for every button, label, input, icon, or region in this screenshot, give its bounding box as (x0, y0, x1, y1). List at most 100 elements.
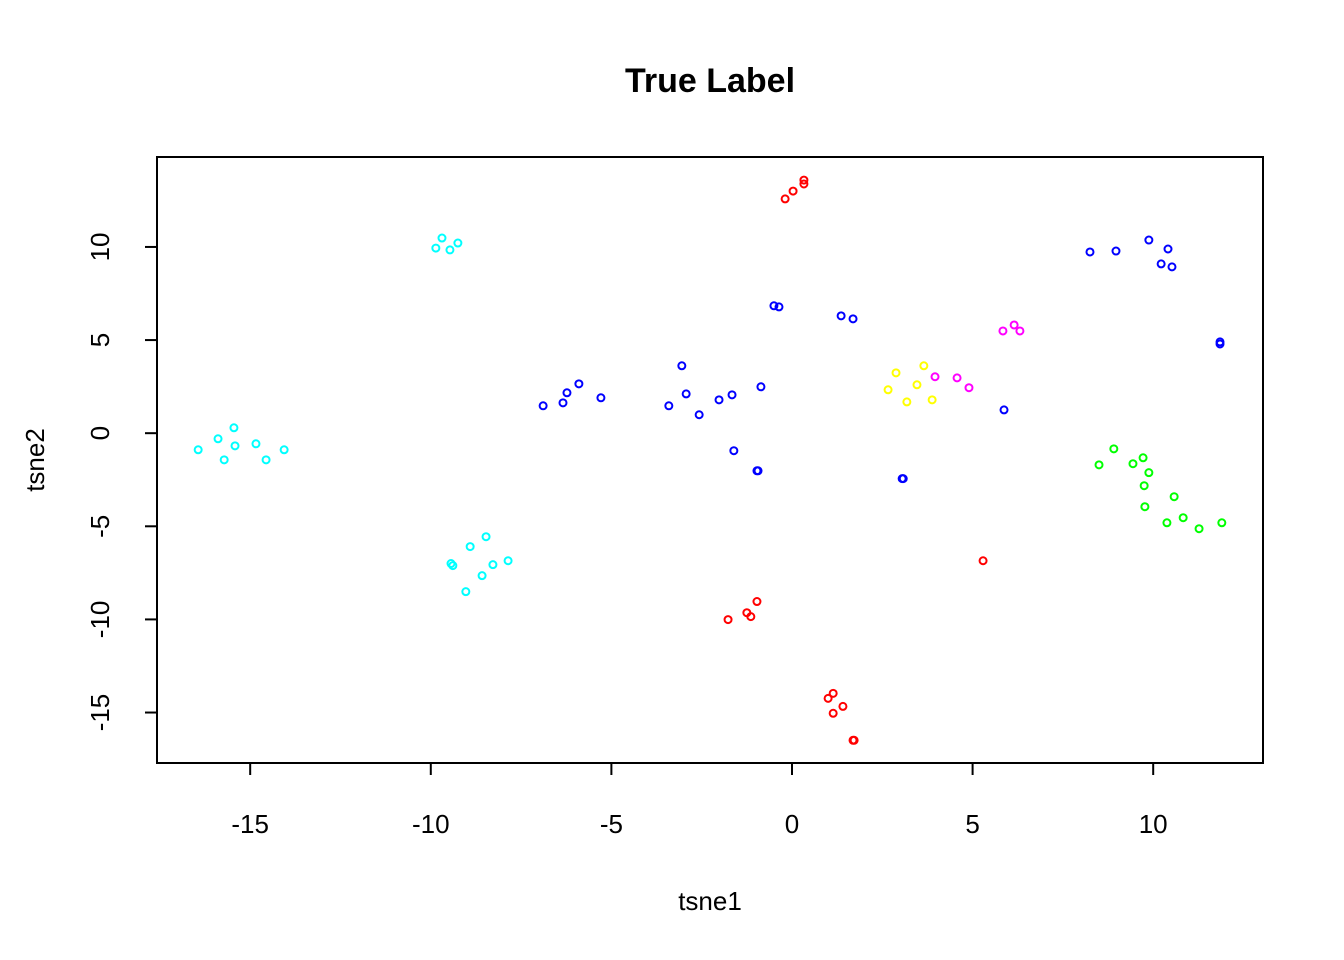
chart-title: True Label (625, 62, 795, 100)
point (694, 410, 704, 420)
point (538, 401, 548, 411)
point (883, 385, 893, 395)
point (1138, 453, 1148, 463)
point (1156, 259, 1166, 269)
point (574, 379, 584, 389)
x-tick-label: 5 (965, 809, 979, 839)
point (723, 615, 733, 625)
point (780, 194, 790, 204)
point (902, 397, 912, 407)
point (848, 314, 858, 324)
point (1085, 247, 1095, 257)
point (849, 735, 859, 745)
point (999, 405, 1009, 415)
point (230, 441, 240, 451)
point (1009, 320, 1019, 330)
point (756, 382, 766, 392)
point (799, 179, 809, 189)
point (251, 439, 261, 449)
point (213, 434, 223, 444)
point (752, 597, 762, 607)
x-tick-label: -5 (600, 809, 623, 839)
point (681, 389, 691, 399)
point (729, 446, 739, 456)
point (753, 466, 763, 476)
point (930, 372, 940, 382)
point (503, 556, 513, 566)
point (437, 233, 447, 243)
plot-frame (156, 156, 1264, 764)
point (799, 175, 809, 185)
x-tick-label: -10 (412, 809, 450, 839)
x-axis-label: tsne1 (678, 886, 742, 916)
point (1163, 244, 1173, 254)
point (1111, 246, 1121, 256)
point (891, 368, 901, 378)
point (193, 445, 203, 455)
point (1015, 326, 1025, 336)
point (978, 556, 988, 566)
point (1215, 339, 1225, 349)
point (1140, 502, 1150, 512)
point (1144, 468, 1154, 478)
point (998, 326, 1008, 336)
y-tick-label: -15 (85, 694, 115, 732)
point (279, 445, 289, 455)
point (788, 186, 798, 196)
point (481, 532, 491, 542)
point (461, 587, 471, 597)
point (562, 388, 572, 398)
y-tick-label: -10 (85, 601, 115, 639)
point (1094, 460, 1104, 470)
point (1217, 518, 1227, 528)
point (769, 301, 779, 311)
point (898, 474, 908, 484)
point (465, 542, 475, 552)
x-tick-label: -15 (231, 809, 269, 839)
point (1139, 481, 1149, 491)
point (927, 395, 937, 405)
point (774, 302, 784, 312)
point (714, 395, 724, 405)
point (677, 361, 687, 371)
point (477, 571, 487, 581)
y-tick-label: 10 (85, 232, 115, 261)
point (1109, 444, 1119, 454)
point (488, 560, 498, 570)
point (596, 393, 606, 403)
point (836, 311, 846, 321)
point (727, 390, 737, 400)
point (261, 455, 271, 465)
point (1167, 262, 1177, 272)
point (1169, 492, 1179, 502)
point (229, 423, 239, 433)
point (558, 398, 568, 408)
point (445, 245, 455, 255)
y-axis-label: tsne2 (20, 428, 50, 492)
y-tick-label: -5 (85, 515, 115, 538)
point (828, 688, 838, 698)
point (1162, 518, 1172, 528)
y-tick-label: 5 (85, 333, 115, 347)
point (838, 701, 848, 711)
x-tick-label: 10 (1139, 809, 1168, 839)
point (448, 561, 458, 571)
point (823, 693, 833, 703)
point (912, 380, 922, 390)
point (1178, 513, 1188, 523)
point (952, 373, 962, 383)
x-tick-label: 0 (785, 809, 799, 839)
point (1128, 459, 1138, 469)
point (1144, 235, 1154, 245)
y-tick-label: 0 (85, 426, 115, 440)
point (664, 401, 674, 411)
point (431, 243, 441, 253)
point (964, 383, 974, 393)
point (828, 708, 838, 718)
point (919, 361, 929, 371)
point (1194, 524, 1204, 534)
point (746, 612, 756, 622)
point (219, 455, 229, 465)
